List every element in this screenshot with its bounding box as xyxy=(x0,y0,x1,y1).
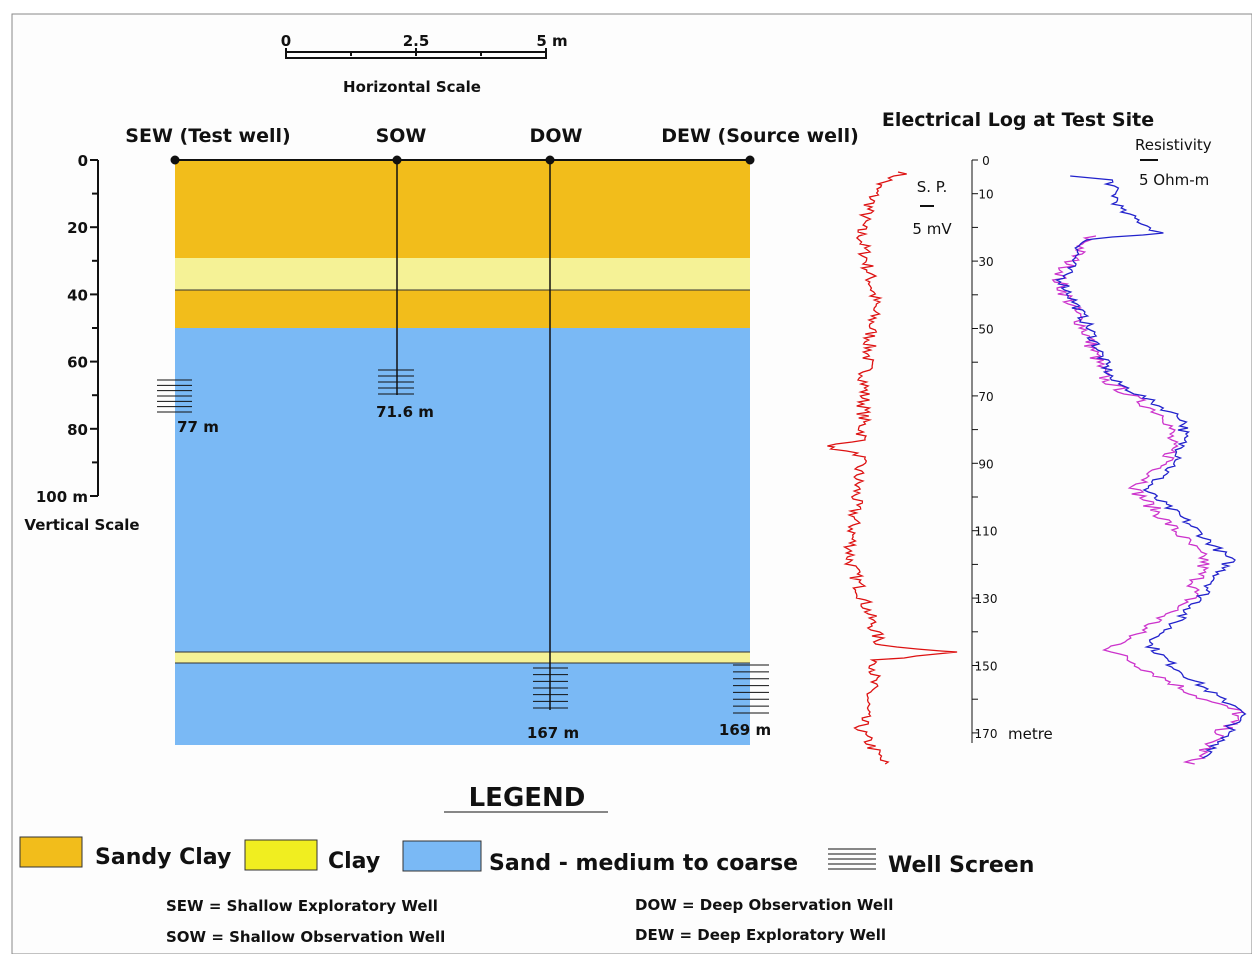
well-head xyxy=(171,156,179,164)
scale-tick: 0 xyxy=(281,32,291,50)
vertical-tick-label: 20 xyxy=(67,219,88,237)
depth-tick-label: 30 xyxy=(978,255,993,269)
legend-title: LEGEND xyxy=(469,783,586,813)
well-name: SEW (Test well) xyxy=(125,125,290,147)
well-head xyxy=(393,156,401,164)
legend-item: Sandy Clay xyxy=(95,845,231,870)
resistivity-scale: 5 Ohm-m xyxy=(1139,171,1209,189)
depth-unit: metre xyxy=(1008,725,1053,743)
legend-swatch xyxy=(20,837,82,867)
legend-swatch xyxy=(245,840,317,870)
depth-tick-label: 0 xyxy=(982,154,990,168)
abbreviation: DEW = Deep Exploratory Well xyxy=(635,926,886,944)
scale-label: Vertical Scale xyxy=(24,516,139,534)
screen-depth: 169 m xyxy=(719,721,771,739)
well-name: DOW xyxy=(530,125,583,147)
scale-label: Horizontal Scale xyxy=(343,78,481,96)
depth-tick-label: 150 xyxy=(975,660,998,674)
depth-tick-label: 50 xyxy=(978,323,993,337)
log-title: Electrical Log at Test Site xyxy=(882,109,1154,131)
well-name: SOW xyxy=(376,125,427,147)
sp-scale: 5 mV xyxy=(912,220,952,238)
abbreviation: DOW = Deep Observation Well xyxy=(635,896,893,914)
depth-tick-label: 130 xyxy=(975,592,998,606)
vertical-tick-label: 80 xyxy=(67,421,88,439)
well-head xyxy=(746,156,754,164)
scale-tick: 2.5 xyxy=(403,32,430,50)
sp-label: S. P. xyxy=(917,178,948,196)
legend-swatch xyxy=(403,841,481,871)
vertical-tick-label: 100 m xyxy=(36,488,88,506)
depth-tick-label: 170 xyxy=(975,727,998,741)
vertical-tick-label: 0 xyxy=(78,152,88,170)
legend-item: Clay xyxy=(328,849,380,874)
well-name: DEW (Source well) xyxy=(661,125,859,147)
screen-depth: 71.6 m xyxy=(376,403,434,421)
abbreviation: SOW = Shallow Observation Well xyxy=(166,928,445,946)
depth-tick-label: 10 xyxy=(978,188,993,202)
diagram: 0 2.5 5 m Horizontal Scale SEW (Test wel… xyxy=(0,0,1252,954)
layers xyxy=(175,160,750,745)
legend-item: Well Screen xyxy=(888,853,1034,878)
vertical-tick-label: 40 xyxy=(67,286,88,304)
resistivity-label: Resistivity xyxy=(1135,136,1212,154)
abbreviation: SEW = Shallow Exploratory Well xyxy=(166,897,438,915)
vertical-tick-label: 60 xyxy=(67,354,88,372)
screen-depth: 167 m xyxy=(527,724,579,742)
depth-tick-label: 70 xyxy=(978,390,993,404)
legend-item: Sand - medium to coarse xyxy=(489,851,798,876)
well-head xyxy=(546,156,554,164)
screen-depth: 77 m xyxy=(177,418,219,436)
scale-tick: 5 m xyxy=(536,32,567,50)
depth-tick-label: 110 xyxy=(975,525,998,539)
depth-tick-label: 90 xyxy=(978,457,993,471)
